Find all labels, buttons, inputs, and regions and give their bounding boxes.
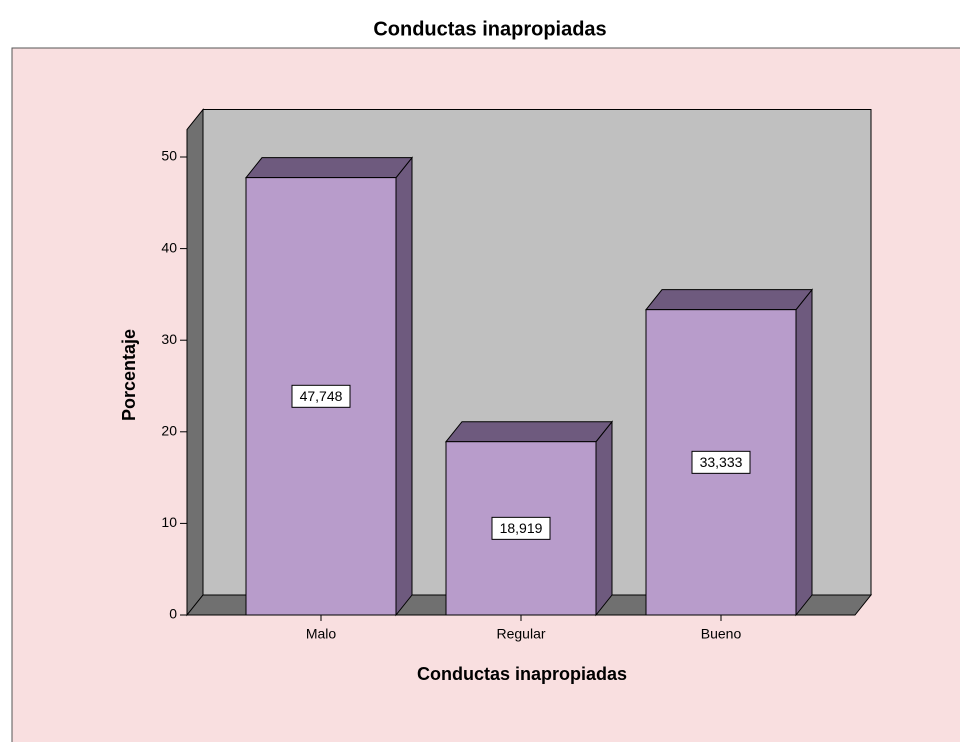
y-tick-label: 0 xyxy=(169,606,177,622)
value-label: 33,333 xyxy=(700,454,743,470)
value-label: 18,919 xyxy=(500,520,543,536)
bar-top xyxy=(444,421,614,443)
x-tick-label: Malo xyxy=(306,626,337,642)
x-tick-label: Regular xyxy=(496,626,545,642)
bar-side xyxy=(595,420,613,617)
bar-side xyxy=(395,156,413,617)
y-axis-label: Porcentaje xyxy=(119,329,139,421)
value-label-box xyxy=(491,516,551,540)
x-tick-label: Bueno xyxy=(701,626,742,642)
y-tick-label: 20 xyxy=(161,423,177,439)
value-label-box xyxy=(291,384,351,408)
bar-top xyxy=(244,157,414,179)
y-tick-label: 40 xyxy=(161,239,177,255)
chart-title: Conductas inapropiadas xyxy=(373,18,606,40)
bar-side xyxy=(795,288,813,617)
x-axis-label: Conductas inapropiadas xyxy=(417,664,627,684)
y-tick-label: 30 xyxy=(161,331,177,347)
side-wall xyxy=(186,108,204,617)
y-tick-label: 10 xyxy=(161,514,177,530)
y-tick-label: 50 xyxy=(161,148,177,164)
bar-top xyxy=(644,289,814,311)
value-label-box xyxy=(691,450,751,474)
value-label: 47,748 xyxy=(300,388,343,404)
